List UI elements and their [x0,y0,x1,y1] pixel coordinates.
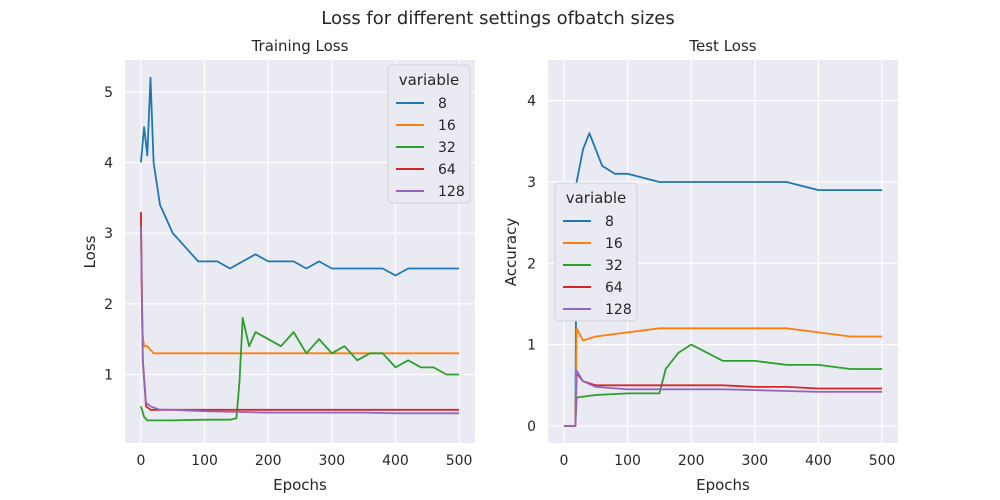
y-axis-label: Accuracy [502,218,520,287]
legend-label: 16 [605,236,623,252]
x-tick-label: 300 [741,453,768,469]
legend-label: 8 [438,96,447,112]
legend-label: 64 [438,162,456,178]
x-tick-label: 400 [805,453,832,469]
y-tick-labels: 0 1 2 3 4 [527,94,536,435]
x-tick-label: 300 [318,453,345,469]
series-line-128 [563,369,883,427]
y-tick-label: 3 [527,175,536,191]
y-tick-label: 5 [104,85,113,101]
legend-label: 8 [605,214,614,230]
y-tick-label: 0 [527,419,536,435]
x-tick-label: 100 [614,453,641,469]
y-tick-labels: 1 2 3 4 5 [104,85,113,384]
legend-label: 128 [438,184,465,200]
legend-label: 64 [605,280,623,296]
legend-label: 32 [605,258,623,274]
legend-title: variable [399,71,460,89]
y-tick-label: 1 [527,338,536,354]
x-tick-labels: 0 100 200 300 400 500 [559,453,895,469]
legend: variable 8 16 32 64 128 [387,64,471,204]
series-line-8 [140,76,460,277]
y-tick-label: 1 [104,367,113,383]
y-axis-label: Loss [81,235,99,268]
panel-training: 0 100 200 300 400 500 1 2 3 4 5 Training Loss Epo… [81,37,475,494]
series-line-128 [140,226,460,415]
y-tick-label: 2 [104,297,113,313]
x-tick-label: 0 [136,453,145,469]
x-tick-labels: 0 100 200 300 400 500 [136,453,472,469]
y-tick-label: 4 [527,94,536,110]
figure-suptitle: Loss for different settings ofbatch size… [321,8,675,29]
y-tick-label: 4 [104,155,113,171]
legend-title: variable [566,189,627,207]
panel-title: Test Loss [688,37,756,55]
x-tick-label: 500 [869,453,896,469]
y-tick-label: 3 [104,226,113,242]
x-axis-label: Epochs [696,476,750,494]
series-lines [140,76,460,422]
series-line-32 [140,317,460,422]
x-tick-label: 0 [559,453,568,469]
legend-label: 16 [438,118,456,134]
series-line-64 [140,211,460,411]
x-tick-label: 200 [678,453,705,469]
legend-label: 32 [438,140,456,156]
x-axis-label: Epochs [273,476,327,494]
x-tick-label: 100 [191,453,218,469]
legend-label: 128 [605,302,632,318]
x-tick-label: 400 [382,453,409,469]
x-tick-label: 200 [255,453,282,469]
legend: variable 8 16 32 64 128 [554,182,638,322]
panel-title: Training Loss [251,37,349,55]
y-tick-label: 2 [527,256,536,272]
x-tick-label: 500 [446,453,473,469]
